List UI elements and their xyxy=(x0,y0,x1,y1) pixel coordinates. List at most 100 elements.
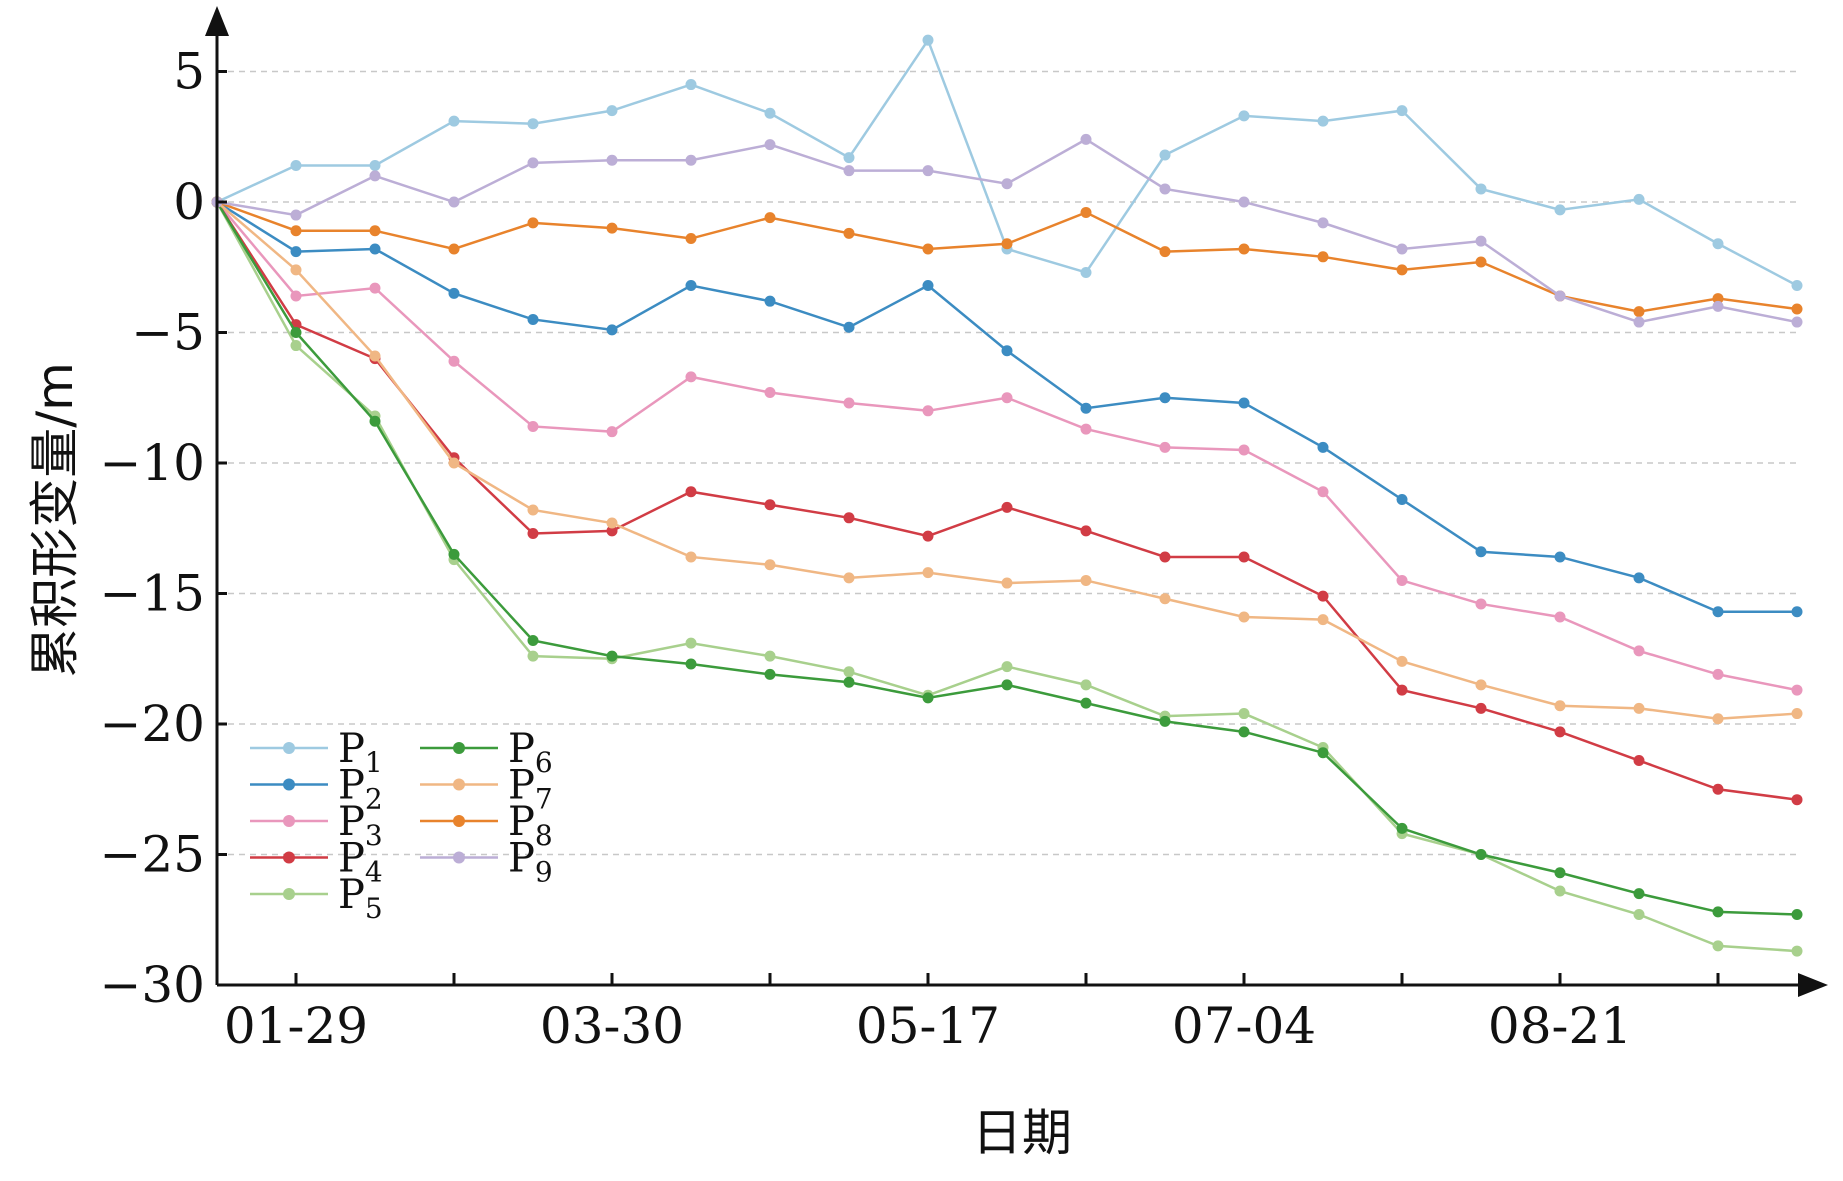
data-point xyxy=(290,264,302,276)
data-point xyxy=(843,165,855,177)
data-point xyxy=(1317,217,1329,229)
data-point xyxy=(527,420,539,432)
data-point xyxy=(1633,645,1645,657)
legend-marker xyxy=(453,742,465,754)
legend-label: P2 xyxy=(338,763,383,816)
legend-label: P5 xyxy=(338,872,383,925)
data-point xyxy=(764,295,776,307)
legend-marker xyxy=(453,815,465,827)
data-point xyxy=(606,525,618,537)
data-point xyxy=(1080,525,1092,537)
legend-marker xyxy=(283,742,295,754)
data-point xyxy=(843,676,855,688)
data-point xyxy=(1475,679,1487,691)
data-point xyxy=(606,650,618,662)
data-point xyxy=(606,517,618,529)
data-point xyxy=(1396,243,1408,255)
data-point xyxy=(527,650,539,662)
data-point xyxy=(1633,316,1645,328)
data-point xyxy=(922,567,934,579)
data-point xyxy=(685,637,697,649)
data-point xyxy=(685,154,697,166)
data-point xyxy=(685,371,697,383)
data-point xyxy=(922,165,934,177)
data-point xyxy=(1791,708,1803,720)
legend-item-P6: P6 xyxy=(420,726,553,779)
data-point xyxy=(1791,684,1803,696)
data-point xyxy=(1159,593,1171,605)
data-point xyxy=(922,280,934,292)
data-point xyxy=(1317,747,1329,759)
data-point xyxy=(1001,392,1013,404)
data-point xyxy=(1001,679,1013,691)
data-point xyxy=(606,324,618,336)
data-point xyxy=(1238,726,1250,738)
legend-item-P8: P8 xyxy=(420,799,553,852)
data-point xyxy=(1475,183,1487,195)
data-point xyxy=(764,139,776,151)
data-point xyxy=(290,209,302,221)
data-point xyxy=(1080,697,1092,709)
legend-item-P3: P3 xyxy=(250,799,383,852)
data-point xyxy=(1396,574,1408,586)
data-point xyxy=(1159,183,1171,195)
data-point xyxy=(685,79,697,91)
data-point xyxy=(527,217,539,229)
series-P7 xyxy=(211,196,1803,725)
data-point xyxy=(1712,906,1724,918)
data-point xyxy=(1238,397,1250,409)
series-P9 xyxy=(211,133,1803,328)
data-point xyxy=(527,118,539,130)
data-point xyxy=(1001,238,1013,250)
x-tick-label: 08-21 xyxy=(1488,997,1632,1055)
data-point xyxy=(1554,867,1566,879)
data-point xyxy=(448,115,460,127)
data-point xyxy=(606,105,618,117)
data-point xyxy=(1633,909,1645,921)
data-point xyxy=(764,212,776,224)
x-tick-label: 05-17 xyxy=(856,997,1000,1055)
data-point xyxy=(1712,783,1724,795)
series-P5 xyxy=(211,196,1803,957)
series-P8 xyxy=(211,196,1803,318)
data-point xyxy=(1080,679,1092,691)
data-point xyxy=(1159,392,1171,404)
data-point xyxy=(764,559,776,571)
data-point xyxy=(922,34,934,46)
data-point xyxy=(1554,204,1566,216)
x-tick-label: 03-30 xyxy=(540,997,684,1055)
x-tick-label: 07-04 xyxy=(1172,997,1316,1055)
data-point xyxy=(527,157,539,169)
y-tick-label: −15 xyxy=(99,565,205,623)
data-point xyxy=(843,572,855,584)
data-point xyxy=(685,551,697,563)
data-point xyxy=(1159,246,1171,258)
data-point xyxy=(843,321,855,333)
series-layer xyxy=(211,34,1803,957)
y-axis-arrow xyxy=(205,6,229,36)
data-point xyxy=(1080,423,1092,435)
data-point xyxy=(290,327,302,338)
data-point xyxy=(1554,885,1566,897)
data-point xyxy=(1554,700,1566,712)
data-point xyxy=(1238,110,1250,122)
data-point xyxy=(1396,684,1408,696)
data-point xyxy=(369,225,381,237)
data-point xyxy=(527,527,539,539)
data-point xyxy=(922,405,934,417)
data-point xyxy=(1317,590,1329,602)
data-point xyxy=(1317,486,1329,498)
y-tick-label: −20 xyxy=(99,695,205,753)
legend-item-P9: P9 xyxy=(420,836,553,889)
series-line xyxy=(215,201,1798,953)
data-point xyxy=(1238,196,1250,208)
data-point xyxy=(685,658,697,670)
y-tick-label: −5 xyxy=(131,304,205,362)
data-point xyxy=(1791,606,1803,618)
data-point xyxy=(1712,606,1724,618)
data-point xyxy=(290,246,302,258)
data-point xyxy=(1554,726,1566,738)
data-point xyxy=(1712,238,1724,250)
